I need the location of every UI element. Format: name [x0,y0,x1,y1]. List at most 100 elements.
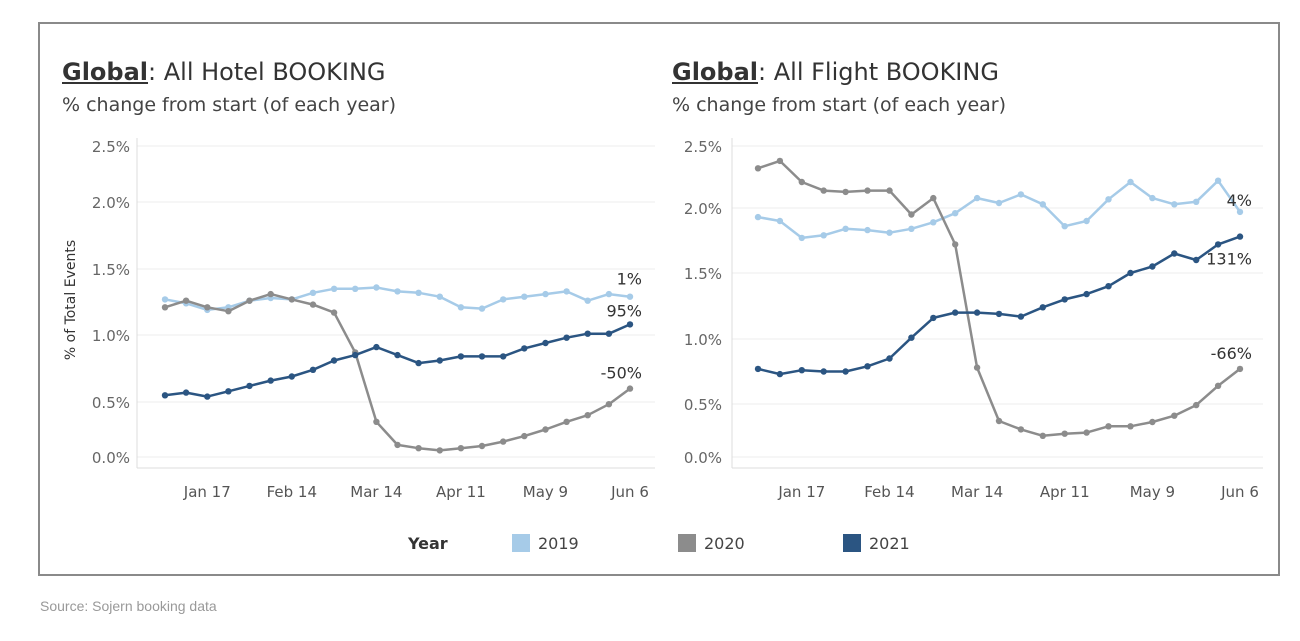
data-point-2021 [973,309,981,316]
data-point-2019 [754,213,762,221]
data-point-2021 [182,389,190,396]
x-tick-label: Jun 6 [1220,483,1259,501]
data-point-2021 [521,345,528,352]
series-line-2019 [756,179,1242,240]
data-point-2019 [605,290,613,298]
data-point-2020 [415,445,422,452]
data-point-2020 [842,188,849,196]
data-point-2020 [1083,429,1090,436]
legend-label-2020: 2020 [704,534,745,553]
data-point-2020 [436,447,443,454]
data-point-2020 [1236,365,1244,373]
legend-swatch-2021 [843,534,861,552]
data-point-2019 [352,285,359,292]
data-point-2021 [457,353,465,360]
y-tick-label: 0.0% [92,449,130,467]
y-tick-label: 1.0% [92,327,130,345]
panel-subtitle-hotel: % change from start (of each year) [62,94,397,116]
panel-title-prefix: Global [62,58,149,86]
data-point-2020 [908,211,915,218]
source-note: Source: Sojern booking data [40,598,217,614]
data-point-2019 [1017,191,1025,198]
y-tick-label: 0.0% [684,449,722,467]
data-point-2019 [1193,198,1200,205]
legend-label-2021: 2021 [869,534,910,553]
y-tick-label: 2.0% [684,200,722,218]
data-point-2019 [842,225,849,232]
data-point-2021 [908,334,915,341]
data-point-2020 [204,304,211,311]
data-point-2021 [798,367,805,374]
data-point-2019 [1127,178,1134,186]
end-label-2020: -66% [1211,344,1252,363]
data-point-2020 [1105,423,1112,430]
data-point-2021 [563,334,570,341]
x-tick-label: May 9 [1130,483,1175,501]
data-point-2020 [820,187,827,194]
data-point-2021 [1127,269,1134,277]
data-point-2019 [930,219,937,226]
data-point-2021 [161,392,169,399]
data-point-2019 [309,289,317,296]
data-point-2020 [457,445,465,452]
data-point-2020 [930,194,937,202]
y-tick-label: 2.5% [684,138,722,156]
chart-frame [38,22,1280,576]
x-tick-label: Apr 11 [436,483,486,501]
data-point-2019 [478,305,486,312]
x-tick-label: Mar 14 [951,483,1003,501]
end-label-2020: -50% [601,364,642,383]
data-point-2020 [605,401,613,408]
data-point-2019 [584,297,591,304]
data-point-2019 [457,304,465,311]
data-point-2020 [182,297,190,304]
x-tick-label: Jun 6 [610,483,649,501]
data-point-2020 [267,290,274,298]
data-point-2020 [563,418,570,425]
data-point-2021 [500,353,507,360]
panel-title-flight: Global: All Flight BOOKING [672,58,999,86]
data-point-2020 [1214,382,1222,389]
data-point-2021 [886,355,893,362]
data-point-2021 [1105,283,1112,290]
panel-title-hotel: Global: All Hotel BOOKING [62,58,386,86]
data-point-2019 [886,229,893,236]
data-point-2021 [373,343,380,351]
data-point-2021 [225,388,232,395]
end-label-2021: 95% [606,301,642,320]
data-point-2019 [436,293,443,300]
legend-label-2019: 2019 [538,534,579,553]
data-point-2020 [309,301,317,308]
data-point-2021 [204,393,211,400]
data-point-2020 [1149,418,1156,426]
data-point-2020 [973,364,981,371]
data-point-2020 [886,187,893,194]
data-point-2021 [394,351,401,359]
data-point-2019 [820,232,827,239]
panel-title-prefix: Global [672,58,759,86]
data-point-2020 [1171,412,1178,419]
end-label-2021: 131% [1206,250,1252,269]
data-point-2021 [1193,256,1200,264]
data-point-2021 [864,363,871,370]
data-point-2019 [995,199,1003,207]
end-label-2019: 1% [617,270,642,289]
data-point-2020 [1017,426,1025,433]
data-point-2019 [908,225,915,232]
data-point-2021 [478,353,486,360]
data-point-2021 [1236,233,1244,240]
data-point-2021 [754,365,762,373]
data-point-2021 [1083,290,1090,298]
data-point-2021 [267,377,274,384]
data-point-2019 [864,226,871,234]
data-point-2020 [1193,401,1200,409]
data-point-2021 [415,359,422,367]
data-point-2020 [225,308,232,315]
data-point-2020 [754,165,762,172]
data-point-2019 [776,217,784,225]
data-point-2021 [1039,304,1047,311]
data-point-2019 [161,296,169,303]
x-tick-label: Mar 14 [350,483,402,501]
data-point-2019 [1214,177,1222,184]
